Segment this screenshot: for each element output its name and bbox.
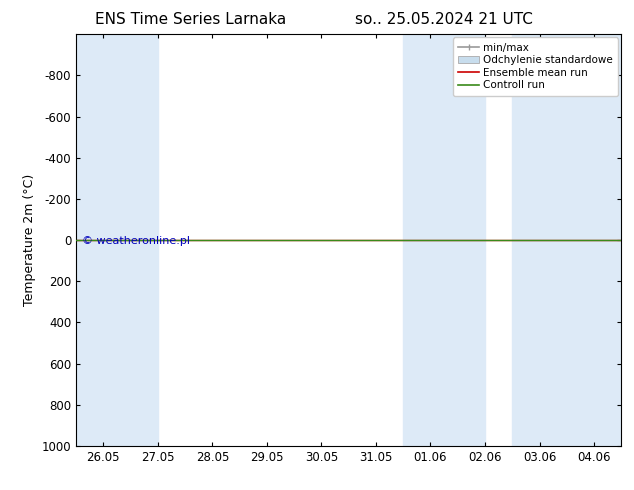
Text: ENS Time Series Larnaka: ENS Time Series Larnaka (94, 12, 286, 27)
Legend: min/max, Odchylenie standardowe, Ensemble mean run, Controll run: min/max, Odchylenie standardowe, Ensembl… (453, 37, 618, 96)
Text: so.. 25.05.2024 21 UTC: so.. 25.05.2024 21 UTC (355, 12, 533, 27)
Y-axis label: Temperature 2m (°C): Temperature 2m (°C) (23, 174, 36, 306)
Bar (76, 34, 158, 446)
Text: © weatheronline.pl: © weatheronline.pl (82, 236, 190, 246)
Bar (512, 34, 621, 446)
Bar (403, 34, 485, 446)
